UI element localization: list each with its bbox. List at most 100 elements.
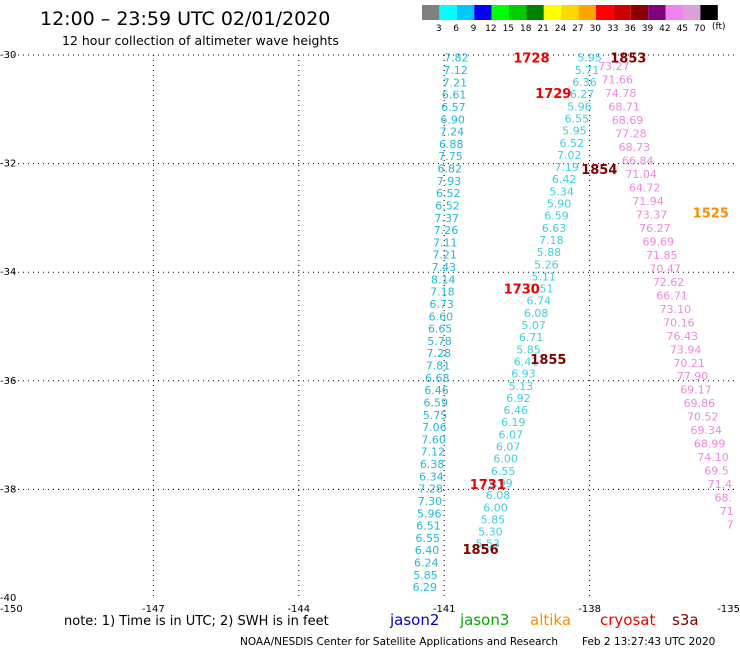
swh-value-label: 5.26	[534, 258, 559, 271]
legend-tick-label: 21	[537, 24, 548, 34]
swh-value-label: 66.84	[622, 154, 654, 167]
swh-value-label: 6.46	[504, 404, 529, 417]
time-label: 1731	[470, 478, 506, 493]
swh-value-label: 7.06	[422, 421, 447, 434]
swh-value-label: 69.5	[704, 465, 729, 478]
swh-value-label: 73.27	[598, 60, 630, 73]
x-tick-label: -150	[0, 604, 23, 615]
x-tick-labels: -150 -147 -144 -141 -138 -135	[0, 604, 740, 615]
swh-value-label: 68.	[715, 492, 733, 505]
footer-note: note: 1) Time is in UTC; 2) SWH is in fe…	[64, 614, 329, 629]
swh-value-label: 7.21	[432, 249, 457, 262]
swh-value-label: 74.10	[697, 451, 729, 464]
swh-value-label: 6.60	[429, 310, 454, 323]
swh-value-label: 73.10	[660, 303, 692, 316]
legend-swatch	[422, 5, 440, 20]
swh-value-label: 6.29	[413, 581, 438, 594]
swh-value-label: 7.51	[529, 283, 554, 296]
swh-value-label: 6.00	[493, 453, 518, 466]
legend-tick-label: 15	[503, 24, 514, 34]
swh-value-label: 7.82	[444, 52, 469, 65]
swh-value-label: 7.19	[554, 161, 579, 174]
swh-value-label: 7.12	[443, 64, 468, 77]
legend-swatch	[578, 5, 596, 20]
time-label: 1729	[535, 87, 571, 102]
swh-value-label: 6.41	[514, 355, 539, 368]
swh-value-label: 5.13	[509, 380, 534, 393]
swh-value-label: 6.73	[429, 298, 454, 311]
swh-value-label: 6.51	[416, 520, 441, 533]
swh-value-label: 5.96	[567, 100, 592, 113]
swh-value-label: 5.90	[547, 198, 572, 211]
swh-value-label: 6.74	[526, 295, 551, 308]
y-tick-label: -38	[0, 484, 16, 495]
satellite-legend: jason2 jason3 altika cryosat s3a	[389, 611, 699, 629]
swh-value-label: 68.71	[608, 100, 640, 113]
swh-value-label: 5.30	[478, 526, 503, 539]
legend-tick-label: 36	[624, 24, 636, 34]
legend-tick-label: 33	[607, 24, 618, 34]
swh-value-label: 5.99	[488, 477, 513, 490]
swh-value-label: 6.59	[544, 210, 569, 223]
credit-text: NOAA/NESDIS Center for Satellite Applica…	[240, 636, 558, 648]
legend-tick-label: 27	[572, 24, 583, 34]
swh-value-label: 7.18	[539, 234, 564, 247]
y-tick-label: -34	[0, 267, 16, 278]
swh-value-label: 6.07	[496, 441, 521, 454]
swh-value-label: 5.78	[427, 335, 452, 348]
swh-value-label: 6.68	[425, 372, 450, 385]
x-tick-label: -141	[433, 604, 456, 615]
swh-value-label: 7.43	[432, 261, 457, 274]
swh-value-label: 6.52	[435, 199, 460, 212]
time-label: 1730	[504, 282, 540, 297]
swh-value-label: 6.82	[437, 163, 462, 176]
swh-value-label: 5.95	[577, 52, 602, 65]
legend-tick-label: 12	[485, 24, 496, 34]
swh-value-label: 5.71	[575, 64, 600, 77]
legend-swatch	[561, 5, 579, 20]
swh-value-label: 76.43	[667, 330, 699, 343]
swh-value-label: 6.61	[442, 89, 467, 102]
legend-unit: (ft)	[712, 22, 726, 32]
swh-value-label: 8.14	[431, 273, 456, 286]
legend-swatch	[439, 5, 457, 20]
satellite-label: jason2	[389, 611, 439, 629]
legend-swatch	[543, 5, 562, 20]
x-tick-label: -147	[142, 604, 165, 615]
legend-swatch	[700, 5, 718, 20]
swh-value-label: 7.75	[438, 150, 463, 163]
swh-value-label: 77.90	[677, 370, 709, 383]
swh-value-label: 70.21	[673, 357, 705, 370]
swh-value-label: 6.52	[436, 187, 461, 200]
swh-value-label: 7.93	[437, 175, 462, 188]
swh-value-label: 5.88	[537, 246, 562, 259]
swh-value-label: 7	[727, 519, 734, 532]
swh-value-label: 5.07	[521, 319, 546, 332]
time-label: 1728	[513, 52, 549, 67]
swh-value-label: 71	[720, 505, 734, 518]
swh-value-label: 6.59	[424, 396, 449, 409]
swh-value-label: 6.90	[440, 113, 465, 126]
time-label: 1854	[581, 163, 617, 178]
swh-value-label: 5.11	[532, 270, 557, 283]
x-tick-label: -144	[287, 604, 310, 615]
swh-value-label: 5.75	[423, 409, 448, 422]
legend-swatch	[491, 5, 509, 20]
legend-tick-label: 9	[471, 24, 477, 34]
legend-swatch	[665, 5, 683, 20]
swh-value-label: 6.19	[501, 416, 526, 429]
swh-value-label: 6.46	[424, 384, 449, 397]
swh-value-label: 69.69	[643, 235, 675, 248]
swh-value-label: 71.85	[646, 249, 678, 262]
y-tick-labels: -30 -32 -34 -36 -38 -40	[0, 50, 16, 604]
swh-value-label: 6.08	[486, 489, 511, 502]
grid-lines	[8, 54, 735, 598]
swh-value-label: 6.42	[552, 173, 577, 186]
swh-value-label: 6.08	[524, 307, 549, 320]
y-tick-label: -40	[0, 593, 16, 604]
swh-tracks: 7.827.127.216.616.576.907.246.887.756.82…	[413, 52, 734, 594]
time-labels: 1728 1853 1729 1854 1525 1730 1855 1731 1856	[462, 52, 728, 558]
legend-swatch	[630, 5, 649, 20]
swh-value-label: 6.55	[565, 112, 590, 125]
